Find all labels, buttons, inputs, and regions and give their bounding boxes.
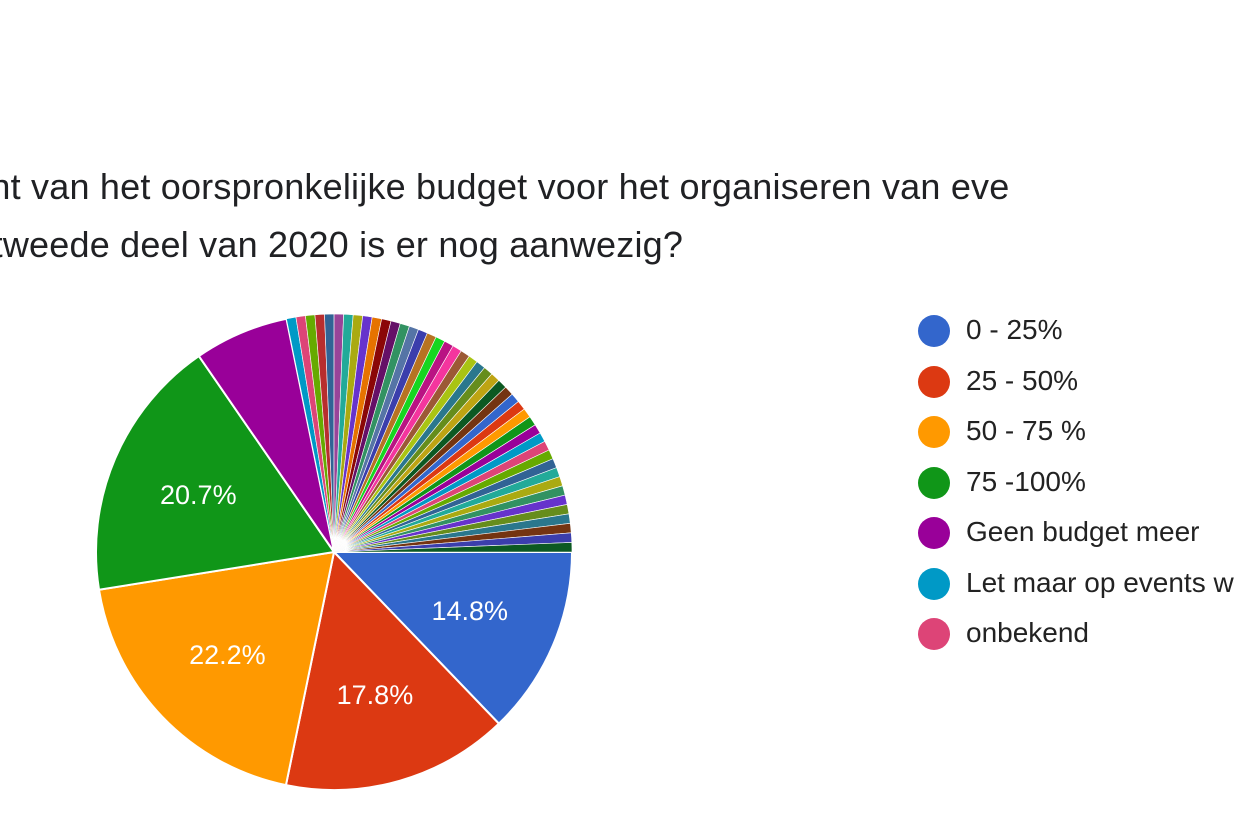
chart-title-line-1: cent van het oorspronkelijke budget voor…: [0, 166, 1010, 207]
legend-label: Let maar op events w: [966, 566, 1234, 598]
pie-slice-labels: 14.8% 17.8% 22.2% 20.7%: [160, 480, 508, 710]
legend-swatch: [918, 618, 950, 650]
chart-legend: 0 - 25% 25 - 50% 50 - 75 % 75 -100% Geen bud…: [918, 306, 1260, 660]
legend-swatch: [918, 466, 950, 499]
legend-label: 0 - 25%: [966, 314, 1063, 345]
chart-title: cent van het oorspronkelijke budget voor…: [0, 158, 1260, 274]
pie-slice-label: 14.8%: [431, 596, 508, 626]
pie-slices: [95, 313, 574, 791]
legend-label: 75 -100%: [966, 465, 1086, 497]
legend-item[interactable]: Geen budget meer: [918, 508, 1260, 559]
legend-item[interactable]: 0 - 25%: [918, 306, 1260, 357]
pie-slice-label: 22.2%: [189, 640, 266, 670]
legend-item[interactable]: 25 - 50%: [918, 357, 1260, 408]
legend-label: onbekend: [966, 617, 1090, 648]
legend-swatch: [918, 567, 950, 600]
legend-swatch: [918, 416, 950, 448]
legend-swatch: [918, 517, 950, 549]
legend-item[interactable]: Let maar op events w: [918, 559, 1260, 610]
legend-item[interactable]: onbekend: [918, 609, 1260, 660]
legend-swatch: [918, 315, 950, 347]
legend-item[interactable]: 50 - 75 %: [918, 407, 1260, 458]
pie-slice: [97, 550, 336, 787]
legend-swatch: [918, 365, 950, 398]
pie-chart: 14.8% 17.8% 22.2% 20.7%: [95, 313, 574, 791]
pie-slice-label: 20.7%: [160, 480, 237, 510]
pie-slice-label: 17.8%: [337, 680, 414, 710]
legend-label: 25 - 50%: [966, 364, 1079, 396]
pie-slice: [284, 549, 501, 791]
pie-slice: [95, 354, 336, 591]
chart-title-line-2: et tweede deel van 2020 is er nog aanwez…: [0, 224, 684, 265]
legend-label: 50 - 75 %: [966, 415, 1086, 446]
pie-slice: [331, 551, 574, 726]
legend-item[interactable]: 75 -100%: [918, 458, 1260, 509]
legend-label: Geen budget meer: [966, 516, 1200, 547]
pie-slice: [333, 542, 573, 553]
